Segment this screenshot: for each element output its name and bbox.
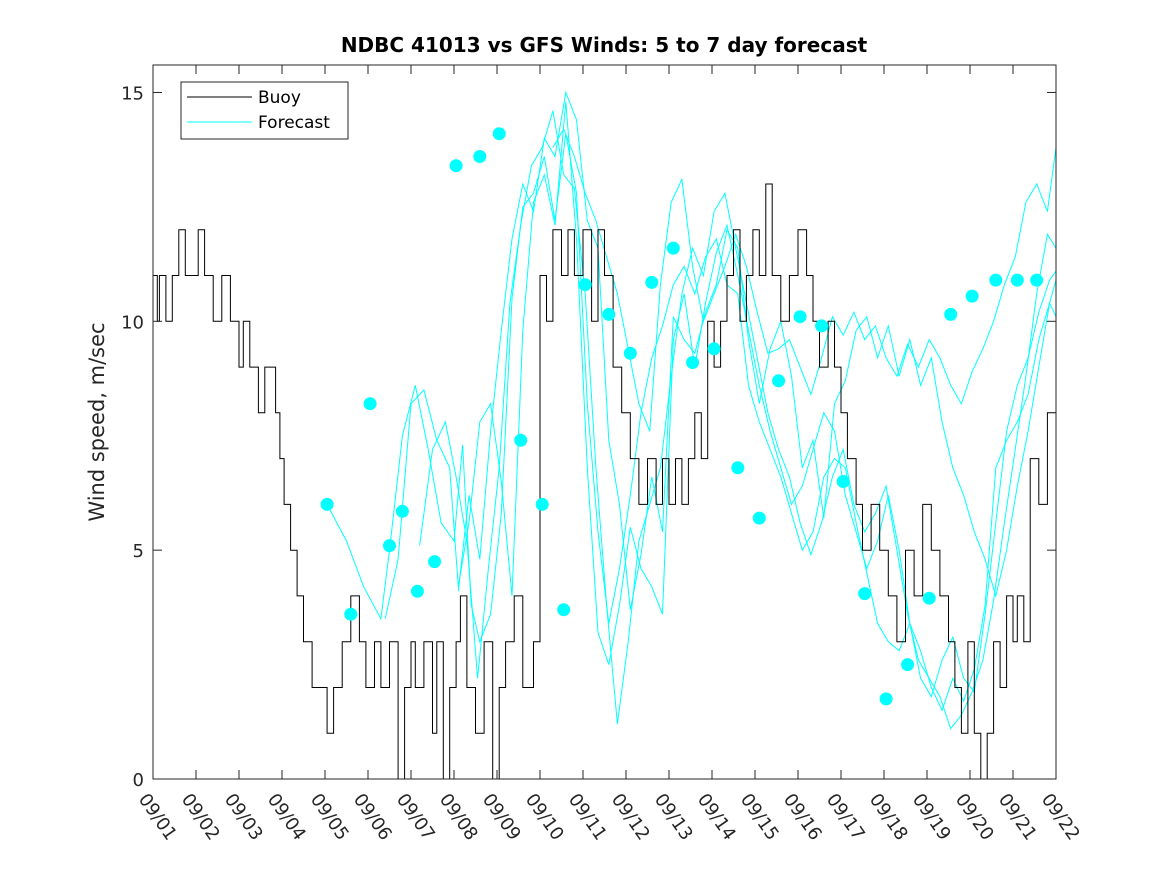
series-layer [153, 90, 1057, 780]
forecast-marker [514, 433, 528, 447]
forecast-marker [879, 692, 893, 706]
buoy-line [153, 183, 1057, 780]
forecast-marker [383, 539, 396, 553]
forecast-marker [793, 310, 807, 324]
forecast-marker [557, 603, 571, 617]
forecast-line-2 [384, 101, 1057, 712]
forecast-marker [428, 555, 442, 569]
y-tick-label: 5 [133, 541, 144, 562]
forecast-marker [815, 319, 829, 333]
forecast-marker [965, 289, 979, 303]
legend-buoy-label: Buoy [258, 88, 301, 108]
forecast-marker [363, 397, 377, 411]
plot-area [153, 65, 1056, 779]
forecast-marker [623, 346, 637, 360]
forecast-marker [535, 497, 549, 511]
forecast-marker [772, 374, 786, 388]
legend-box [180, 81, 349, 140]
forecast-marker [989, 273, 1003, 287]
forecast-marker [901, 658, 915, 672]
forecast-marker [602, 307, 616, 321]
forecast-marker [344, 607, 358, 621]
forecast-marker [922, 591, 936, 605]
y-tick-label: 10 [121, 312, 144, 333]
forecast-marker [666, 241, 680, 255]
forecast-marker [1010, 273, 1024, 287]
forecast-marker [492, 127, 506, 141]
forecast-marker [320, 497, 334, 511]
forecast-marker [449, 159, 463, 173]
forecast-line-5 [552, 127, 1057, 432]
forecast-marker [473, 150, 487, 163]
forecast-marker [395, 504, 409, 518]
forecast-marker [731, 461, 745, 475]
forecast-marker [752, 511, 766, 525]
legend-forecast-label: Forecast [258, 113, 330, 133]
axes-layer [152, 64, 1057, 780]
forecast-marker [1030, 273, 1044, 287]
forecast-marker [410, 584, 424, 598]
y-axis-label: Wind speed, m/sec [85, 322, 109, 521]
forecast-line-1 [326, 133, 1057, 698]
forecast-marker [645, 275, 659, 289]
forecast-marker [858, 587, 872, 601]
forecast-marker [836, 475, 850, 488]
forecast-line-4 [457, 90, 1057, 610]
forecast-marker [578, 278, 592, 292]
forecast-marker [686, 356, 700, 369]
legend: Buoy Forecast [180, 81, 349, 140]
y-tick-label: 0 [133, 770, 144, 791]
forecast-marker [944, 307, 958, 321]
chart-title: NDBC 41013 vs GFS Winds: 5 to 7 day fore… [341, 33, 868, 57]
y-tick-label: 15 [121, 83, 144, 104]
forecast-marker [707, 342, 721, 356]
axes-box [152, 64, 1057, 780]
